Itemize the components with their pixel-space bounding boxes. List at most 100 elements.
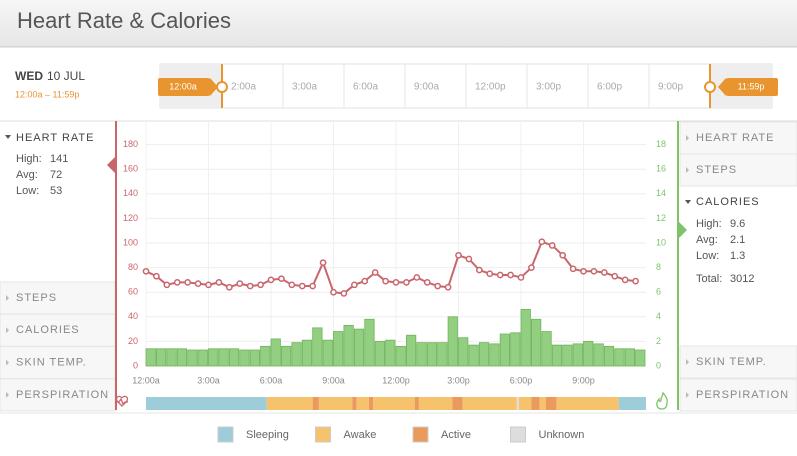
legend-swatch <box>217 426 234 443</box>
bar <box>447 316 458 367</box>
tab-label[interactable]: PERSPIRATION <box>16 389 109 401</box>
stat-value: 53 <box>50 185 62 197</box>
activity-segment <box>146 397 267 410</box>
bar <box>197 349 208 367</box>
bar <box>489 343 500 367</box>
point <box>559 251 567 259</box>
tab-label[interactable]: STEPS <box>696 164 737 176</box>
tab-label[interactable]: PERSPIRATION <box>696 389 789 401</box>
tab-arrow <box>6 295 9 301</box>
point <box>434 282 442 290</box>
bar <box>166 348 177 367</box>
point <box>486 270 494 278</box>
activity-segment <box>312 397 319 410</box>
point <box>548 242 556 249</box>
legend-label: Awake <box>344 429 377 441</box>
bar <box>301 339 313 367</box>
total-value: 3012 <box>730 273 754 285</box>
legend-swatch <box>510 426 526 443</box>
tab-label[interactable]: HEART RATE <box>696 132 774 144</box>
activity-segment <box>462 397 517 410</box>
tab-label[interactable]: SKIN TEMP. <box>16 357 87 369</box>
bar <box>635 349 646 367</box>
point <box>184 279 192 286</box>
tab[interactable] <box>679 153 797 187</box>
point <box>246 282 254 290</box>
point <box>528 264 535 271</box>
handle-arrow <box>718 78 726 96</box>
point <box>153 272 160 280</box>
y2-tick-label: 14 <box>656 188 666 198</box>
panel-title[interactable]: HEART RATE <box>16 132 94 144</box>
y-tick-label: 160 <box>123 164 138 174</box>
y2-tick-label: 6 <box>656 287 661 297</box>
handle-knob[interactable] <box>704 81 716 93</box>
tab-label[interactable]: STEPS <box>16 292 57 304</box>
y2-tick-label: 0 <box>656 360 661 370</box>
tab[interactable] <box>679 121 797 155</box>
tab-label[interactable]: SKIN TEMP. <box>696 356 767 368</box>
stat-value: 72 <box>50 169 62 181</box>
point <box>236 280 244 287</box>
end-handle-label: 11:59p <box>738 81 765 91</box>
point <box>382 277 389 285</box>
bar <box>281 345 292 367</box>
bar <box>156 348 167 367</box>
point <box>455 251 462 259</box>
legend-label: Unknown <box>539 429 585 441</box>
timeline-label: 6:00a <box>353 82 378 93</box>
point <box>590 267 598 275</box>
bar <box>510 332 521 367</box>
end-handle[interactable] <box>726 78 778 96</box>
stat-label: High: <box>16 153 42 165</box>
tab-arrow <box>686 135 689 141</box>
start-handle[interactable] <box>158 78 210 96</box>
point <box>319 259 327 267</box>
timeline-label: 3:00p <box>536 82 561 93</box>
point <box>340 290 348 297</box>
tab[interactable] <box>0 378 116 412</box>
flame-icon <box>656 391 668 410</box>
bar <box>353 328 365 367</box>
bar <box>343 325 354 367</box>
bar <box>385 339 396 367</box>
bar <box>478 342 490 367</box>
activity-segment <box>546 397 557 410</box>
y-tick-label: 120 <box>123 213 138 223</box>
bar <box>614 348 625 367</box>
bar <box>416 342 427 367</box>
x-tick-label: 12:00a <box>132 375 160 385</box>
header-bar <box>0 0 797 47</box>
point <box>257 281 264 289</box>
y-tick-label: 140 <box>123 188 138 198</box>
timeline-label: 9:00a <box>414 82 439 93</box>
activity-segment <box>368 397 374 410</box>
point <box>288 281 296 289</box>
tab-label[interactable]: CALORIES <box>16 324 80 336</box>
point <box>580 267 587 275</box>
stat-label: Avg: <box>696 234 718 246</box>
bar <box>458 337 469 367</box>
legend-label: Sleeping <box>246 429 289 441</box>
bar <box>520 309 531 367</box>
tab[interactable] <box>0 281 116 315</box>
timeline-label: 2:00a <box>231 82 256 93</box>
x-tick-label: 6:00p <box>510 375 533 385</box>
pointer <box>679 222 687 238</box>
panel-title[interactable]: CALORIES <box>696 196 760 208</box>
bar <box>249 349 260 367</box>
point <box>392 279 400 286</box>
y2-tick-label: 8 <box>656 262 661 272</box>
bar <box>260 345 271 367</box>
tab[interactable] <box>679 345 797 379</box>
legend-label: Active <box>441 429 471 441</box>
timeline-label: 12:00p <box>475 82 506 93</box>
date: 10 JUL <box>47 69 85 83</box>
heart-icon <box>115 395 129 407</box>
stat-label: High: <box>696 218 722 230</box>
stat-value: 9.6 <box>730 218 745 230</box>
tab[interactable] <box>679 378 797 412</box>
tab-arrow <box>6 391 9 398</box>
point <box>267 276 275 284</box>
handle-knob[interactable] <box>216 81 228 93</box>
